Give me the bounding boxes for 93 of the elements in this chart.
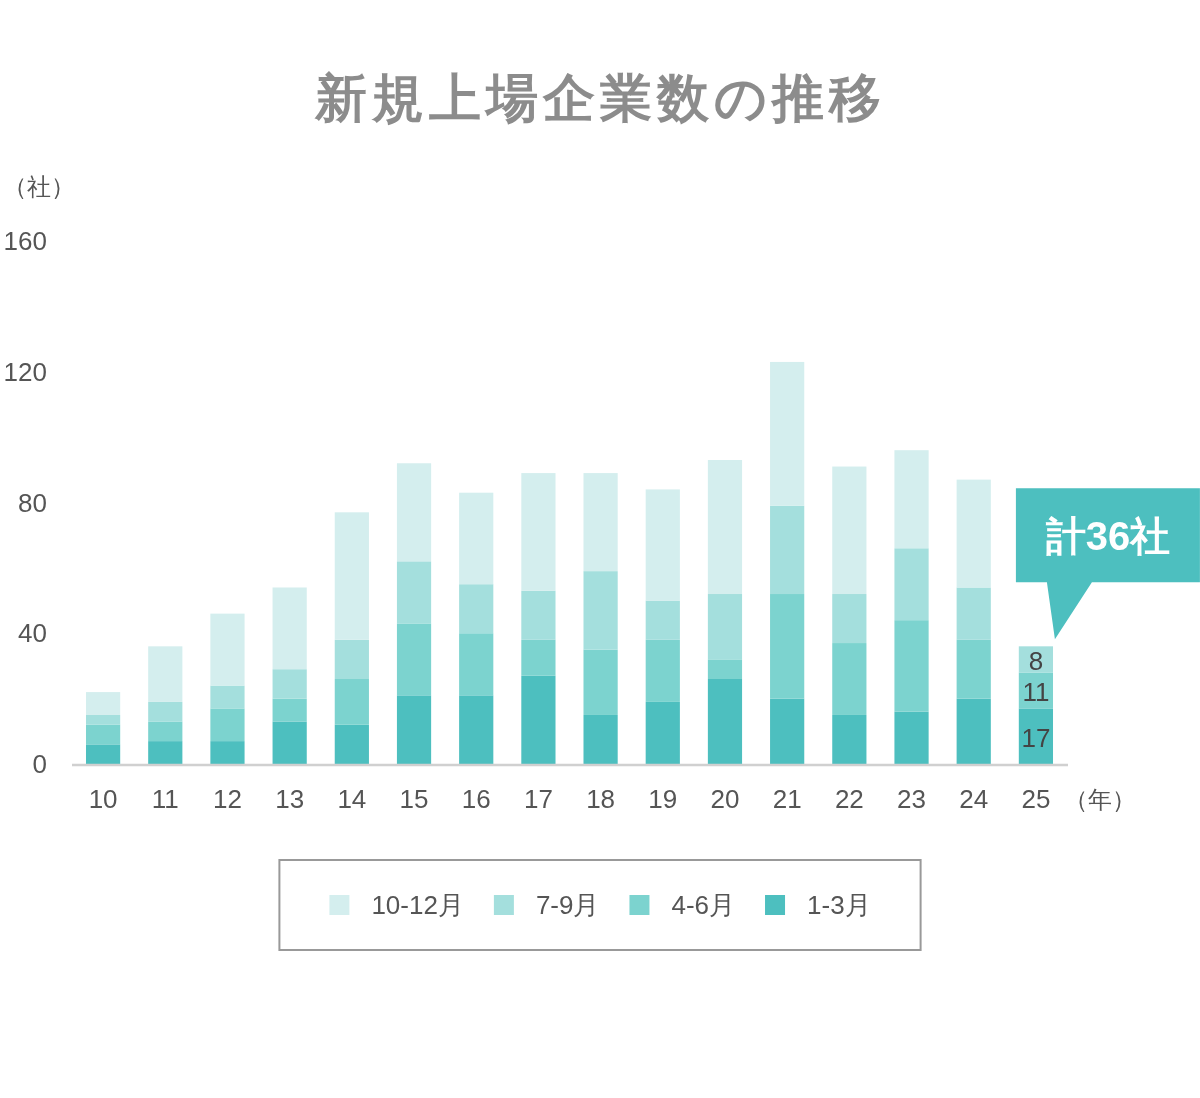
bar bbox=[645, 701, 680, 764]
bar bbox=[272, 698, 307, 722]
bar bbox=[85, 692, 121, 715]
bar bbox=[956, 587, 991, 640]
bar bbox=[770, 698, 805, 764]
bar bbox=[583, 714, 618, 764]
chart-title: 新規上場企業数の推移 bbox=[313, 69, 886, 127]
y-tick-label: 0 bbox=[32, 749, 47, 779]
bar bbox=[334, 512, 369, 640]
bar bbox=[85, 744, 121, 764]
bar bbox=[583, 571, 618, 650]
bar bbox=[894, 548, 929, 621]
data-label: 11 bbox=[1022, 677, 1050, 708]
bar bbox=[770, 361, 805, 506]
bar bbox=[521, 473, 556, 591]
legend-label: 4-6月 bbox=[671, 890, 736, 920]
bar bbox=[459, 633, 494, 696]
bar bbox=[148, 741, 183, 764]
x-tick-label: 13 bbox=[275, 784, 305, 814]
bar bbox=[707, 460, 743, 595]
bar bbox=[334, 679, 369, 725]
bar bbox=[272, 587, 307, 670]
bar bbox=[707, 679, 743, 764]
bar bbox=[459, 584, 494, 634]
x-tick-label: 23 bbox=[897, 784, 926, 814]
bar bbox=[956, 479, 991, 588]
bar bbox=[583, 473, 618, 572]
bar bbox=[894, 620, 929, 712]
bar bbox=[832, 466, 867, 595]
x-tick-label: 10 bbox=[88, 784, 118, 814]
x-tick-label: 22 bbox=[834, 784, 864, 814]
bar bbox=[707, 659, 743, 680]
bar bbox=[459, 695, 494, 764]
x-tick-label: 17 bbox=[523, 784, 553, 814]
bar bbox=[894, 450, 929, 549]
x-tick-label: 25 bbox=[1021, 784, 1051, 814]
bar bbox=[396, 463, 432, 562]
x-tick-label: 19 bbox=[648, 784, 678, 814]
bar bbox=[210, 708, 245, 742]
bar bbox=[1018, 708, 1053, 764]
bar bbox=[521, 639, 556, 676]
x-tick-label: 14 bbox=[337, 784, 367, 814]
bar bbox=[583, 649, 618, 715]
x-tick-label: 15 bbox=[399, 784, 429, 814]
x-tick-label: 16 bbox=[461, 784, 491, 814]
bar bbox=[396, 561, 432, 624]
legend-label: 1-3月 bbox=[807, 890, 871, 920]
x-tick-label: 18 bbox=[586, 784, 616, 814]
bar bbox=[210, 685, 245, 709]
bar bbox=[459, 492, 494, 585]
bar bbox=[956, 698, 991, 764]
bar bbox=[645, 489, 680, 601]
bar bbox=[272, 721, 307, 764]
data-label: 17 bbox=[1021, 723, 1051, 754]
bar bbox=[770, 505, 805, 595]
legend-label: 7-9月 bbox=[535, 890, 600, 920]
y-tick-label: 120 bbox=[3, 356, 47, 387]
bar bbox=[396, 623, 432, 696]
bar bbox=[521, 590, 556, 640]
bar bbox=[521, 675, 556, 764]
bar bbox=[396, 695, 432, 764]
bar bbox=[334, 639, 369, 680]
bar bbox=[334, 724, 369, 764]
bar bbox=[148, 646, 183, 702]
y-tick-label: 160 bbox=[3, 226, 47, 256]
bar bbox=[645, 600, 680, 640]
bar bbox=[210, 613, 245, 686]
x-tick-label: 12 bbox=[213, 784, 242, 814]
x-tick-label: 11 bbox=[151, 784, 179, 814]
annotation: 計36社 bbox=[1044, 514, 1171, 559]
bar bbox=[770, 594, 805, 699]
y-tick-label: 40 bbox=[18, 618, 47, 649]
bar bbox=[832, 643, 867, 715]
x-tick-label: 20 bbox=[710, 784, 740, 814]
bar bbox=[210, 741, 245, 764]
y-tick-label: 80 bbox=[18, 487, 47, 518]
bar bbox=[272, 669, 307, 699]
x-tick-label: 21 bbox=[772, 784, 802, 814]
bar bbox=[148, 701, 183, 722]
data-label: 8 bbox=[1028, 646, 1044, 677]
bar bbox=[832, 594, 867, 644]
bar bbox=[707, 594, 743, 660]
x-axis-title: （年） bbox=[1063, 785, 1136, 813]
x-tick-label: 24 bbox=[959, 784, 989, 814]
bar bbox=[85, 724, 121, 745]
bar bbox=[645, 639, 680, 702]
bar bbox=[894, 711, 929, 764]
legend-label: 10-12月 bbox=[371, 890, 464, 920]
bar bbox=[956, 639, 991, 699]
bar bbox=[148, 721, 183, 742]
bar bbox=[85, 714, 121, 725]
y-axis-title: （社） bbox=[3, 172, 75, 200]
bar bbox=[832, 714, 867, 764]
